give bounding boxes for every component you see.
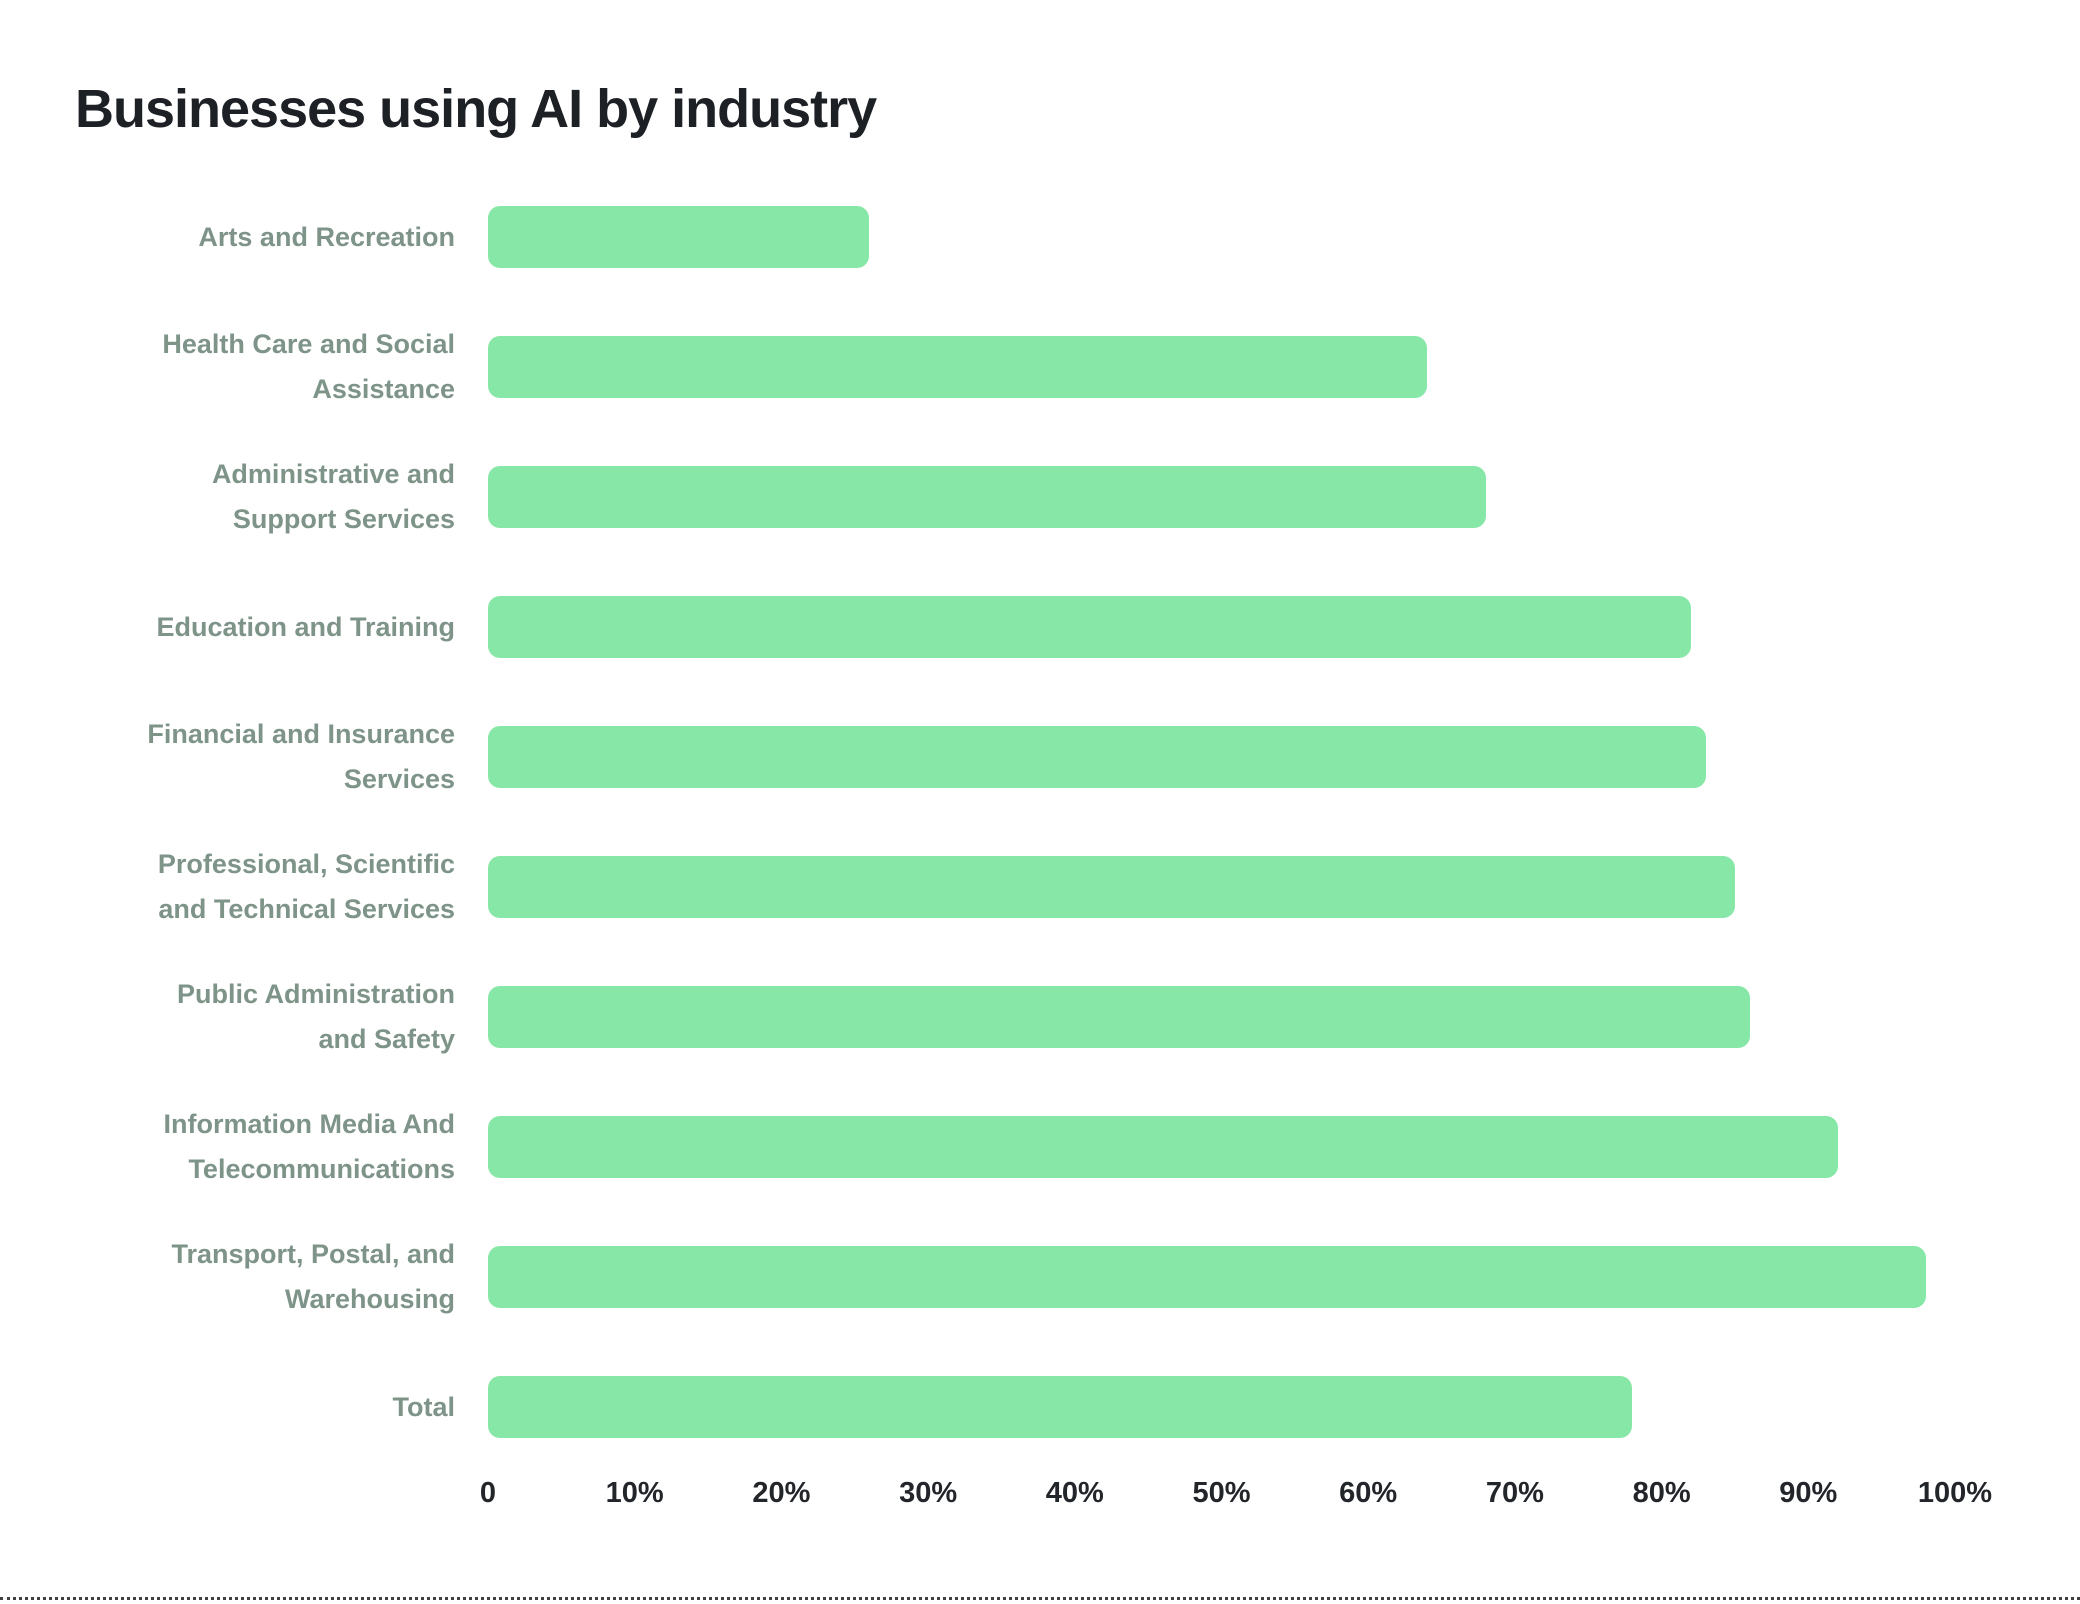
category-label-line: Total <box>392 1391 456 1422</box>
bar <box>488 596 1691 658</box>
category-label: Public Administration and Safety <box>75 972 488 1062</box>
category-label-line: Services <box>343 764 455 794</box>
category-label-line: Health Care and Social <box>162 329 455 359</box>
x-axis-tick-label: 10% <box>605 1477 664 1509</box>
x-axis: 0 10% 20% 30% 40% 50% 60% 70% 80% 90% 100% <box>480 1468 1992 1518</box>
bar-track <box>488 206 1955 268</box>
bar-track <box>488 466 1955 528</box>
x-axis-tick-label: 70% <box>1485 1477 1544 1509</box>
x-axis-tick-label: 20% <box>752 1477 811 1509</box>
chart-row: Health Care and Social Assistance <box>75 302 1955 432</box>
bar-track <box>488 856 1955 918</box>
category-label-line: Education and Training <box>156 611 455 642</box>
chart-row: Education and Training <box>75 562 1955 692</box>
chart-row: Administrative and Support Services <box>75 432 1955 562</box>
category-label: Education and Training <box>75 605 488 650</box>
bar <box>488 856 1735 918</box>
category-label: Financial and Insurance Services <box>75 712 488 802</box>
bar-track <box>488 986 1955 1048</box>
category-label: Information Media And Telecommunications <box>75 1102 488 1192</box>
chart-row: Arts and Recreation <box>75 172 1955 302</box>
category-label: Arts and Recreation <box>75 215 488 260</box>
category-label: Transport, Postal, and Warehousing <box>75 1232 488 1322</box>
category-label-line: Administrative and <box>211 459 455 489</box>
bar <box>488 1376 1633 1438</box>
category-label-line: Warehousing <box>284 1284 455 1314</box>
x-axis-tick-label: 100% <box>1917 1477 1993 1509</box>
bottom-separator-line <box>0 1597 2080 1600</box>
chart-title: Businesses using AI by industry <box>75 79 877 139</box>
category-label-line: Professional, Scientific <box>157 849 455 879</box>
bar-track <box>488 726 1955 788</box>
category-label-line: and Technical Services <box>158 894 455 924</box>
bar <box>488 206 870 268</box>
chart-row: Professional, Scientific and Technical Se… <box>75 822 1955 952</box>
category-label: Professional, Scientific and Technical Se… <box>75 842 488 932</box>
chart-row: Public Administration and Safety <box>75 952 1955 1082</box>
category-label-line: Assistance <box>312 374 455 404</box>
category-label: Health Care and Social Assistance <box>75 322 488 412</box>
x-axis-tick-label: 80% <box>1632 1477 1691 1509</box>
category-label-line: Public Administration <box>176 979 455 1009</box>
category-label-line: Financial and Insurance <box>147 719 455 749</box>
bar-track <box>488 1376 1955 1438</box>
bar-track <box>488 336 1955 398</box>
x-axis-tick-label: 90% <box>1779 1477 1838 1509</box>
category-label-line: Transport, Postal, and <box>171 1239 455 1269</box>
bar <box>488 1116 1838 1178</box>
bar-track <box>488 1246 1955 1308</box>
bar <box>488 466 1486 528</box>
chart-row: Transport, Postal, and Warehousing <box>75 1212 1955 1342</box>
bar <box>488 1246 1926 1308</box>
x-axis-tick-label: 0 <box>479 1477 497 1509</box>
chart-row: Financial and Insurance Services <box>75 692 1955 822</box>
bar <box>488 986 1750 1048</box>
bar-track <box>488 1116 1955 1178</box>
category-label-line: and Safety <box>318 1024 455 1054</box>
bar <box>488 336 1427 398</box>
bar-track <box>488 596 1955 658</box>
category-label: Administrative and Support Services <box>75 452 488 542</box>
category-label: Total <box>75 1385 488 1430</box>
category-label-line: Arts and Recreation <box>198 221 455 252</box>
category-label-line: Telecommunications <box>188 1154 455 1184</box>
chart-row: Total <box>75 1342 1955 1472</box>
x-axis-tick-label: 50% <box>1192 1477 1251 1509</box>
x-axis-tick-label: 60% <box>1339 1477 1398 1509</box>
x-axis-tick-label: 40% <box>1045 1477 1104 1509</box>
chart-row: Information Media And Telecommunications <box>75 1082 1955 1212</box>
category-label-line: Support Services <box>232 504 455 534</box>
bar-chart-rows: Arts and Recreation Health Care and Socia… <box>75 172 1955 1472</box>
bar <box>488 726 1706 788</box>
x-axis-tick-label: 30% <box>899 1477 958 1509</box>
category-label-line: Information Media And <box>163 1109 456 1139</box>
